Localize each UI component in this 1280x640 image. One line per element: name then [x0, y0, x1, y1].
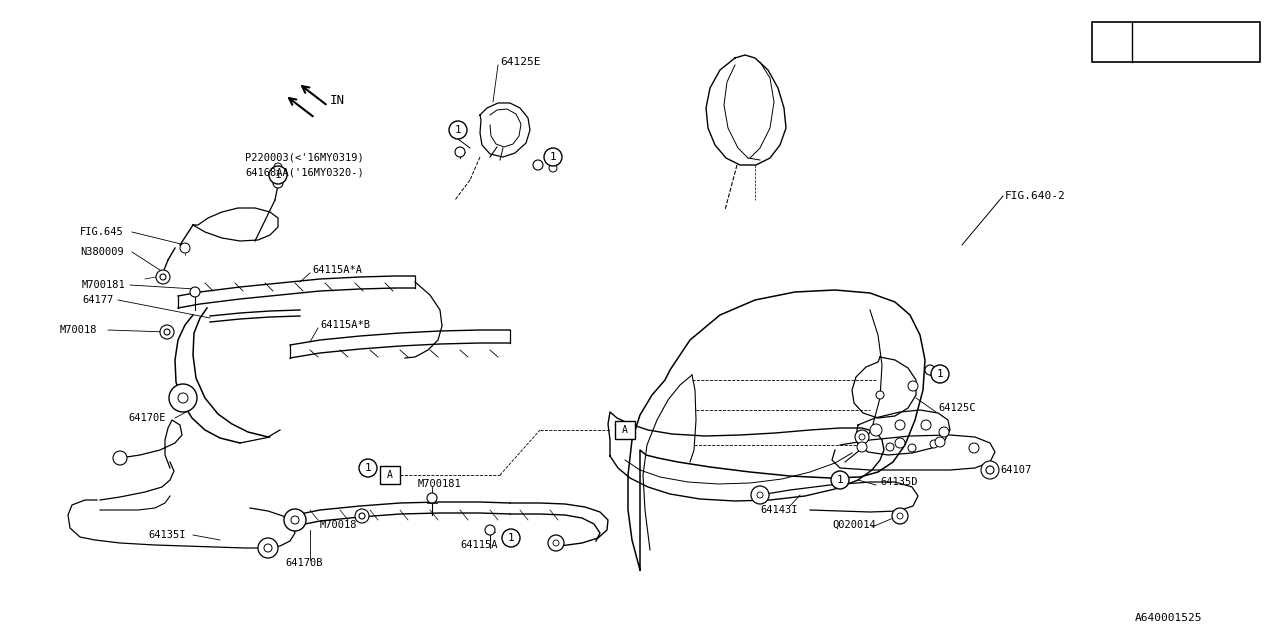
Circle shape	[532, 160, 543, 170]
Text: FIG.645: FIG.645	[81, 227, 124, 237]
Bar	[614, 421, 635, 439]
Bar	[1092, 22, 1260, 62]
Circle shape	[269, 166, 287, 184]
Text: N380009: N380009	[81, 247, 124, 257]
Text: 64170B: 64170B	[285, 558, 323, 568]
Circle shape	[897, 513, 902, 519]
Text: P220003(<'16MY0319): P220003(<'16MY0319)	[244, 152, 364, 162]
Circle shape	[160, 325, 174, 339]
Circle shape	[1098, 28, 1126, 56]
Circle shape	[931, 365, 948, 383]
Circle shape	[169, 384, 197, 412]
Text: 1: 1	[549, 152, 557, 162]
Circle shape	[284, 509, 306, 531]
Circle shape	[156, 270, 170, 284]
Text: 64135D: 64135D	[881, 477, 918, 487]
Text: 64125C: 64125C	[938, 403, 975, 413]
Circle shape	[895, 438, 905, 448]
Text: 64143I: 64143I	[760, 505, 797, 515]
Circle shape	[449, 121, 467, 139]
Text: 64115A*A: 64115A*A	[312, 265, 362, 275]
Circle shape	[358, 459, 378, 477]
Circle shape	[548, 535, 564, 551]
Text: 64115A*B: 64115A*B	[320, 320, 370, 330]
Circle shape	[544, 148, 562, 166]
Circle shape	[428, 493, 436, 503]
Text: 1: 1	[454, 125, 461, 135]
Text: A: A	[622, 425, 628, 435]
Circle shape	[553, 540, 559, 546]
Text: Q710007: Q710007	[1140, 35, 1204, 49]
Text: Q020014: Q020014	[832, 520, 876, 530]
Text: M700181: M700181	[419, 479, 462, 489]
Circle shape	[980, 461, 998, 479]
Text: A: A	[387, 470, 393, 480]
Text: A640001525: A640001525	[1135, 613, 1202, 623]
Text: M70018: M70018	[60, 325, 97, 335]
Bar	[380, 466, 401, 484]
Circle shape	[756, 492, 763, 498]
Circle shape	[164, 329, 170, 335]
Text: M700181: M700181	[82, 280, 125, 290]
Text: 1: 1	[937, 369, 943, 379]
Text: 1: 1	[365, 463, 371, 473]
Text: 1: 1	[508, 533, 515, 543]
Circle shape	[931, 440, 938, 448]
Circle shape	[969, 443, 979, 453]
Circle shape	[485, 525, 495, 535]
Circle shape	[273, 178, 283, 188]
Circle shape	[922, 420, 931, 430]
Text: FIG.640-2: FIG.640-2	[1005, 191, 1066, 201]
Circle shape	[855, 430, 869, 444]
Text: 1: 1	[275, 170, 282, 180]
Text: 64177: 64177	[82, 295, 113, 305]
Circle shape	[259, 538, 278, 558]
Circle shape	[454, 147, 465, 157]
Circle shape	[751, 486, 769, 504]
Text: 1: 1	[837, 475, 844, 485]
Circle shape	[859, 434, 865, 440]
Circle shape	[986, 466, 995, 474]
Circle shape	[355, 509, 369, 523]
Circle shape	[358, 513, 365, 519]
Circle shape	[925, 365, 934, 375]
Text: M70018: M70018	[320, 520, 357, 530]
Circle shape	[180, 243, 189, 253]
Circle shape	[160, 274, 166, 280]
Text: 64170E: 64170E	[128, 413, 165, 423]
Circle shape	[189, 287, 200, 297]
Circle shape	[264, 544, 273, 552]
Circle shape	[895, 420, 905, 430]
Text: 64125E: 64125E	[500, 57, 540, 67]
Circle shape	[886, 443, 893, 451]
Circle shape	[274, 163, 282, 171]
Circle shape	[892, 508, 908, 524]
Circle shape	[908, 381, 918, 391]
Circle shape	[113, 451, 127, 465]
Circle shape	[178, 393, 188, 403]
Text: 64107: 64107	[1000, 465, 1032, 475]
Text: 1: 1	[1107, 35, 1116, 49]
Circle shape	[934, 437, 945, 447]
Circle shape	[940, 427, 948, 437]
Circle shape	[870, 424, 882, 436]
Circle shape	[876, 391, 884, 399]
Circle shape	[908, 444, 916, 452]
Text: 64135I: 64135I	[148, 530, 186, 540]
Text: IN: IN	[330, 93, 346, 106]
Circle shape	[549, 164, 557, 172]
Circle shape	[831, 471, 849, 489]
Text: 64168AA('16MY0320-): 64168AA('16MY0320-)	[244, 167, 364, 177]
Circle shape	[291, 516, 300, 524]
Text: 64115A: 64115A	[460, 540, 498, 550]
Circle shape	[502, 529, 520, 547]
Circle shape	[858, 442, 867, 452]
